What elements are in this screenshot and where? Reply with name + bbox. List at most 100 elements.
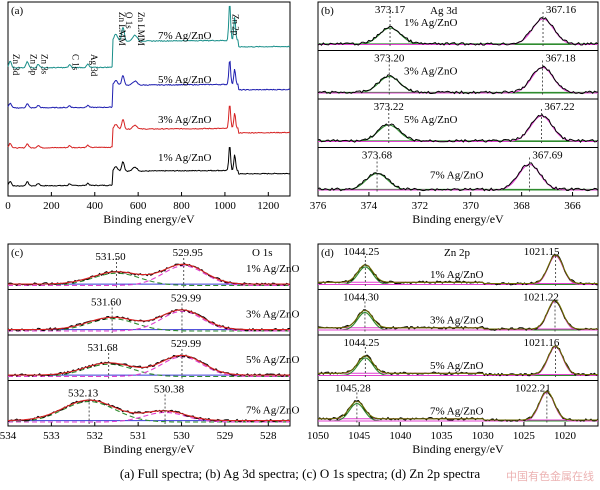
panel-c-peak-label: 529.99 xyxy=(171,338,202,350)
panel-d-tick-label: 1050 xyxy=(307,430,330,442)
panel-b-component xyxy=(318,27,598,46)
panel-a-label: (a) xyxy=(11,5,24,17)
panel-c-peak-label: 529.95 xyxy=(173,247,204,259)
panel-b-raw xyxy=(317,17,599,46)
panel-b-series-label: 7% Ag/ZnO xyxy=(430,170,484,182)
panel-d-peak-label: 1022.21 xyxy=(515,383,551,395)
watermark: 中国有色金属在线 xyxy=(506,470,594,483)
panel-b-component xyxy=(318,124,598,143)
panel-b-raw xyxy=(317,113,599,143)
panel-b-xlabel: Binding energy/eV xyxy=(412,212,504,226)
survey-peak-label: Zn 3p xyxy=(28,54,38,76)
panel-b-tick-label: 370 xyxy=(462,200,479,212)
panel-d-tick-label: 1040 xyxy=(389,430,412,442)
panel-c-label: (c) xyxy=(11,247,24,259)
panel-b-peak-label: 373.22 xyxy=(374,101,404,113)
survey-peak-label: Zn LMM xyxy=(136,12,146,46)
panel-c-tick-label: 532 xyxy=(87,430,104,442)
panel-c-peak-label: 530.38 xyxy=(154,384,185,396)
panel-c-tick-label: 529 xyxy=(217,430,234,442)
panel-b-peak-label: 373.20 xyxy=(374,53,405,65)
panel-a-tick-label: 1000 xyxy=(214,200,237,212)
survey-series-label: 5% Ag/ZnO xyxy=(158,74,212,86)
survey-line-4 xyxy=(7,5,291,69)
panel-b-series-label: 3% Ag/ZnO xyxy=(404,66,458,78)
panel-b-tick-label: 366 xyxy=(564,200,581,212)
panel-c-series-label: 7% Ag/ZnO xyxy=(246,405,300,417)
panel-a-tick-label: 0 xyxy=(5,200,11,212)
panel-d-peak-label: 1044.30 xyxy=(343,292,379,304)
panel-c-peak-label: 532.13 xyxy=(68,388,99,400)
panel-b-tick-label: 374 xyxy=(361,200,378,212)
panel-b-peak-label: 367.18 xyxy=(545,53,576,65)
panel-d-tick-label: 1045 xyxy=(348,430,371,442)
panel-b-peak-label: 367.69 xyxy=(532,150,563,162)
panel-b-component xyxy=(318,66,598,94)
panel-d-envelope xyxy=(318,254,598,285)
panel-d-title: Zn 2p xyxy=(444,247,470,259)
panel-d-series-label: 5% Ag/ZnO xyxy=(430,360,484,372)
survey-series-label: 7% Ag/ZnO xyxy=(158,30,212,42)
panel-b-series-label: 1% Ag/ZnO xyxy=(404,17,458,29)
panel-d-peak-label: 1021.15 xyxy=(524,246,560,258)
panel-b-label: (b) xyxy=(321,5,334,17)
panel-a-xlabel: Binding energy/eV xyxy=(103,212,195,226)
panel-d-label: (d) xyxy=(321,247,334,259)
panel-b-peak-label: 373.68 xyxy=(362,150,393,162)
panel-c-envelope xyxy=(8,354,290,376)
panel-d-envelope xyxy=(318,345,598,376)
panel-c-peak-label: 529.99 xyxy=(171,293,202,305)
panel-c-component xyxy=(8,265,290,287)
panel-c-xlabel: Binding energy/eV xyxy=(103,442,195,456)
panel-c-peak-label: 531.60 xyxy=(91,297,122,309)
panel-c-envelope xyxy=(8,263,290,285)
panel-d-series-label: 1% Ag/ZnO xyxy=(430,269,484,281)
panel-c-component xyxy=(8,310,290,332)
panel-d-tick-label: 1035 xyxy=(431,430,454,442)
survey-line-3 xyxy=(7,60,291,109)
panel-a-tick-label: 800 xyxy=(173,200,190,212)
panel-d-series-label: 7% Ag/ZnO xyxy=(430,406,484,418)
panel-d-envelope xyxy=(318,390,598,421)
panel-c-series-label: 3% Ag/ZnO xyxy=(246,309,300,321)
panel-c-title: O 1s xyxy=(252,247,272,259)
panel-d-xlabel: Binding energy/eV xyxy=(412,442,504,456)
panel-c-tick-label: 533 xyxy=(43,430,60,442)
panel-d-peak-label: 1045.28 xyxy=(335,383,371,395)
survey-line-2 xyxy=(7,105,290,149)
panel-c-component xyxy=(8,411,290,423)
survey-peak-label: Zn 3d xyxy=(11,54,21,76)
panel-d-peak-label: 1044.25 xyxy=(343,246,379,258)
panel-c-tick-label: 534 xyxy=(0,430,17,442)
survey-series-label: 3% Ag/ZnO xyxy=(158,114,212,126)
survey-line-1 xyxy=(7,146,291,187)
panel-b-title: Ag 3d xyxy=(430,5,458,17)
panel-b-tick-label: 372 xyxy=(412,200,429,212)
panel-c-peak-label: 531.68 xyxy=(88,342,119,354)
panel-b-peak-label: 373.17 xyxy=(375,4,406,16)
panel-d-peak-label: 1021.16 xyxy=(524,337,560,349)
panel-b-tick-label: 368 xyxy=(513,200,530,212)
panel-c-envelope xyxy=(8,309,290,331)
survey-peak-label: Ag 3d xyxy=(89,54,99,77)
panel-d-tick-label: 1025 xyxy=(513,430,536,442)
survey-peak-label: Zn LMM xyxy=(117,12,127,46)
panel-c-tick-label: 528 xyxy=(260,430,277,442)
panel-a-tick-label: 1200 xyxy=(257,200,280,212)
panel-c-component xyxy=(8,356,290,378)
panel-d-peak-label: 1021.22 xyxy=(523,292,559,304)
panel-d-series-label: 3% Ag/ZnO xyxy=(430,315,484,327)
survey-series-label: 1% Ag/ZnO xyxy=(158,152,212,164)
panel-c-tick-label: 530 xyxy=(173,430,190,442)
survey-peak-label: O 1s xyxy=(124,12,134,29)
panel-a-tick-label: 600 xyxy=(130,200,147,212)
panel-c-envelope xyxy=(7,399,290,422)
panel-a-frame xyxy=(7,1,291,197)
panel-d-tick-label: 1020 xyxy=(554,430,577,442)
panel-b-series-label: 5% Ag/ZnO xyxy=(404,114,458,126)
panel-d-tick-label: 1030 xyxy=(472,430,495,442)
panel-b-raw xyxy=(317,65,599,95)
survey-peak-label: Zn 3s xyxy=(39,54,49,75)
figure-caption: (a) Full spectra; (b) Ag 3d spectra; (c)… xyxy=(119,466,481,481)
